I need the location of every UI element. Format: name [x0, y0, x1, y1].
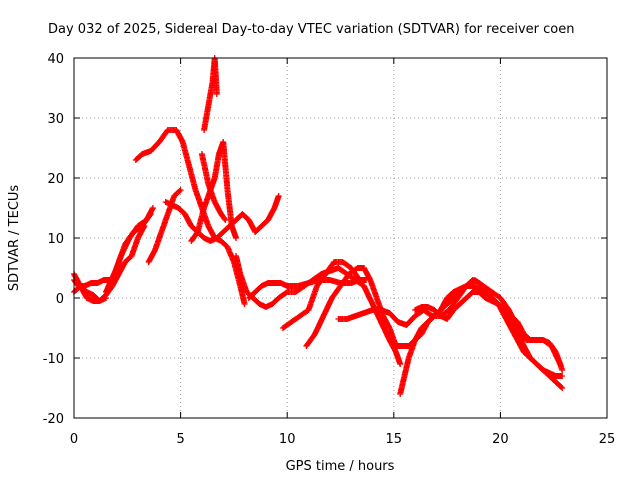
- plus-markers: [303, 265, 566, 391]
- plus-markers: [245, 277, 370, 301]
- y-tick-label: 0: [56, 292, 64, 307]
- y-tick-label: 40: [47, 52, 64, 67]
- y-axis-label: SDTVAR / TECUs: [7, 185, 22, 292]
- x-tick-label: 5: [176, 432, 184, 447]
- x-tick-label: 0: [70, 432, 78, 447]
- series-arc-14: [279, 259, 363, 331]
- plus-markers: [109, 205, 156, 283]
- plus-markers: [201, 55, 220, 133]
- plus-markers: [145, 187, 184, 265]
- plus-markers: [412, 289, 566, 373]
- axis-ticks: 0 5 10 15 20 25 -20 -10 0 10 20 30 40: [43, 52, 616, 447]
- series-arc-15: [303, 265, 566, 391]
- y-tick-label: 20: [47, 172, 64, 187]
- y-tick-label: 10: [47, 232, 64, 247]
- series-arc-4: [103, 211, 154, 295]
- y-tick-label: 30: [47, 112, 64, 127]
- series-arc-9: [188, 139, 239, 244]
- x-tick-label: 20: [492, 432, 509, 447]
- series-arc-10: [201, 55, 220, 133]
- plus-markers: [103, 211, 154, 295]
- plus-markers: [188, 139, 239, 244]
- plus-markers: [162, 193, 282, 244]
- x-axis-label: GPS time / hours: [286, 459, 395, 474]
- series-arc-11: [198, 151, 229, 223]
- plus-markers: [198, 151, 229, 223]
- series-arc-5: [109, 205, 156, 283]
- plus-markers: [279, 259, 363, 331]
- y-tick-label: -20: [43, 412, 64, 427]
- data-markers: [71, 55, 566, 397]
- series-arc-18: [412, 289, 566, 373]
- plot-frame: [73, 57, 608, 419]
- series-arc-13: [245, 277, 370, 301]
- x-tick-label: 25: [599, 432, 616, 447]
- y-tick-label: -10: [43, 352, 64, 367]
- chart-title: Day 032 of 2025, Sidereal Day-to-day VTE…: [48, 22, 574, 37]
- x-tick-label: 10: [279, 432, 296, 447]
- series-arc-7: [145, 187, 184, 265]
- series-arc-8: [162, 193, 282, 244]
- grid: [74, 58, 607, 418]
- x-tick-label: 15: [386, 432, 403, 447]
